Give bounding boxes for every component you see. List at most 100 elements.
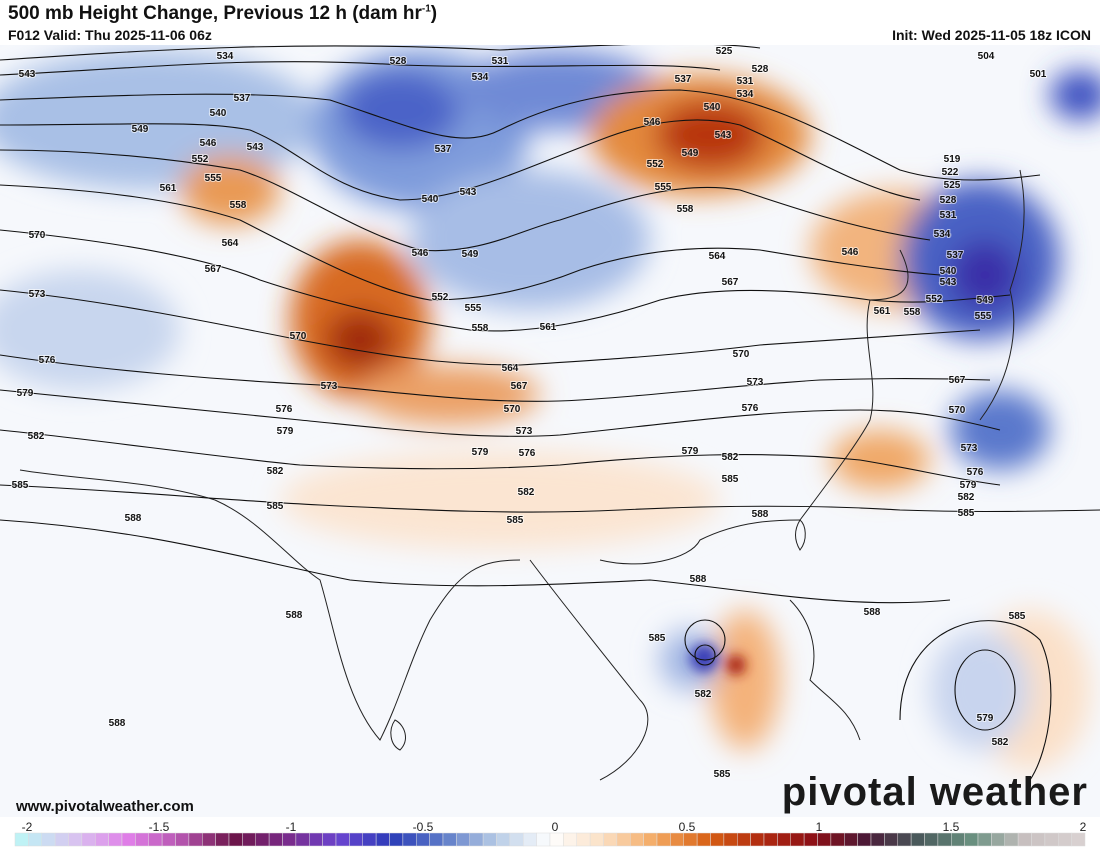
- colorbar-cell: [656, 832, 671, 847]
- colorbar-cell: [603, 832, 618, 847]
- contour-label: 579: [277, 426, 294, 437]
- contour-label: 558: [677, 204, 694, 215]
- contour-label: 543: [715, 130, 732, 141]
- contour-label: 576: [742, 403, 759, 414]
- contour-label: 567: [511, 381, 528, 392]
- contour-label: 546: [842, 247, 859, 258]
- contour-label: 570: [290, 331, 307, 342]
- colorbar-cell: [175, 832, 190, 847]
- coastlines: [19, 169, 1025, 781]
- contour-label: 546: [200, 138, 217, 149]
- colorbar-cell: [576, 832, 591, 847]
- contour-label: 552: [432, 292, 449, 303]
- contour-label: 564: [222, 238, 239, 249]
- contour-label: 585: [714, 769, 731, 780]
- contour-label: 585: [267, 501, 284, 512]
- contour-label: 570: [949, 405, 966, 416]
- colorbar-cell: [790, 832, 805, 847]
- colorbar-cell: [429, 832, 444, 847]
- contour-label: 585: [722, 474, 739, 485]
- colorbar-cell: [282, 832, 297, 847]
- contour-line: [0, 229, 1011, 332]
- contour-label: 549: [462, 249, 479, 260]
- colorbar-cell: [442, 832, 457, 847]
- contour-label: 576: [39, 355, 56, 366]
- colorbar-cell: [81, 832, 96, 847]
- contour-label: 579: [17, 388, 34, 399]
- colorbar-cell: [375, 832, 390, 847]
- colorbar-cell: [563, 832, 577, 847]
- contour-label: 537: [675, 74, 692, 85]
- colorbar-tick-label: 2: [1080, 820, 1087, 834]
- colorbar-cell: [830, 832, 845, 847]
- colorbar-tick-label: 0.5: [679, 820, 696, 834]
- contour-label: 585: [1009, 611, 1026, 622]
- colorbar-cell: [549, 832, 564, 847]
- colorbar-cell: [14, 832, 29, 847]
- contour-label: 540: [210, 108, 227, 119]
- contour-label: 543: [247, 142, 264, 153]
- contour-line: [0, 184, 941, 301]
- contour-label: 582: [28, 431, 45, 442]
- colorbar-cell: [1044, 832, 1059, 847]
- colorbar-cell: [710, 832, 725, 847]
- colorbar-cell: [402, 832, 417, 847]
- colorbar-cell: [1058, 832, 1072, 847]
- colorbar-cell: [683, 832, 698, 847]
- contour-label: 543: [460, 187, 477, 198]
- colorbar-cell: [202, 832, 216, 847]
- colorbar-cell: [1031, 832, 1046, 847]
- colorbar-cell: [616, 832, 631, 847]
- colorbar-cell: [897, 832, 912, 847]
- contour-label: 588: [864, 607, 881, 618]
- contour-label: 588: [690, 574, 707, 585]
- contour-label: 573: [961, 443, 978, 454]
- colorbar-cell: [844, 832, 858, 847]
- colorbar-cell: [309, 832, 323, 847]
- colorbar-cell: [777, 832, 791, 847]
- colorbar-cell: [951, 832, 965, 847]
- colorbar-cell: [295, 832, 310, 847]
- contour-label: 561: [874, 306, 891, 317]
- contour-label: 555: [655, 182, 672, 193]
- colorbar-cell: [482, 832, 497, 847]
- colorbar-tick-label: 1: [816, 820, 823, 834]
- contour-label: 537: [435, 144, 452, 155]
- contour-label: 564: [502, 363, 519, 374]
- colorbar-cell: [991, 832, 1005, 847]
- contour-line: [0, 45, 761, 61]
- colorbar-cell: [469, 832, 484, 847]
- website-url[interactable]: www.pivotalweather.com: [16, 798, 194, 815]
- contour-line: [0, 484, 1100, 513]
- contour-label: 504: [978, 51, 995, 62]
- contour-label: 534: [934, 229, 951, 240]
- contour-label: 522: [942, 167, 959, 178]
- colorbar-cell: [41, 832, 56, 847]
- contour-label: 567: [949, 375, 966, 386]
- title-text: 500 mb Height Change, Previous 12 h (dam…: [8, 3, 422, 24]
- contour-label: 588: [752, 509, 769, 520]
- contour-label: 546: [644, 117, 661, 128]
- colorbar: -2 -1.5 -1 -0.5 0 0.5 1 1.5 2: [14, 820, 1087, 847]
- colorbar-cell: [135, 832, 149, 847]
- height-contours: [0, 45, 1100, 781]
- contour-label: 588: [125, 513, 142, 524]
- colorbar-cell: [456, 832, 470, 847]
- colorbar-cell: [870, 832, 885, 847]
- contour-label: 585: [649, 633, 666, 644]
- contour-label: 534: [737, 89, 754, 100]
- contour-label: 525: [716, 46, 733, 57]
- contour-label: 582: [695, 689, 712, 700]
- colorbar-cell: [589, 832, 604, 847]
- contour-label: 576: [967, 467, 984, 478]
- contour-label: 501: [1030, 69, 1047, 80]
- contour-label: 537: [234, 93, 251, 104]
- contour-label: 585: [12, 480, 29, 491]
- storm-couplet: [690, 644, 746, 675]
- colorbar-tick-label: 1.5: [943, 820, 960, 834]
- colorbar-tick-label: -1.5: [149, 820, 170, 834]
- colorbar-cell: [937, 832, 952, 847]
- contour-label: 582: [958, 492, 975, 503]
- colorbar-cell: [964, 832, 979, 847]
